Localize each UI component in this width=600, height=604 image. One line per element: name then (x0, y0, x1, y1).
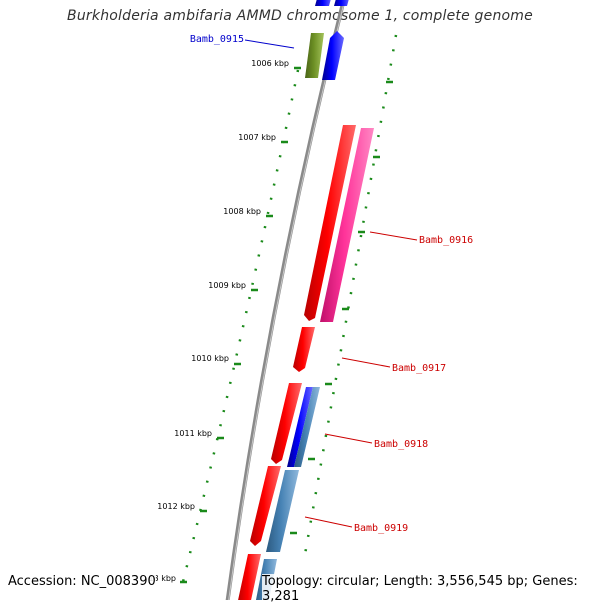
tick-label: 1007 kbp (238, 133, 276, 142)
gene-label-leaders (244, 39, 418, 528)
chromosome-backbone (225, 0, 346, 600)
gene-label-bamb-0915[interactable]: Bamb_0915 (190, 34, 244, 45)
cds-feature-blue-top[interactable] (315, 0, 332, 6)
map-title: Burkholderia ambifaria AMMD chromosome 1… (67, 8, 533, 24)
tick-label: 1011 kbp (174, 429, 212, 438)
tick-labels: 1006 kbp 1007 kbp 1008 kbp 1009 kbp 1010… (148, 59, 289, 583)
gene-labels: Bamb_0915 Bamb_0916 Bamb_0917 Bamb_0918 … (190, 34, 473, 534)
tick-label: 1012 kbp (157, 502, 195, 511)
cds-feature-red-0916[interactable] (304, 125, 356, 321)
cds-feature-blue[interactable] (322, 31, 344, 80)
topology-text: Topology: circular; Length: 3,556,545 bp… (262, 574, 600, 604)
cds-feature-red-0919[interactable] (250, 466, 281, 546)
cds-feature-red-bottom[interactable] (237, 554, 261, 600)
major-ticks-inner (290, 80, 393, 535)
cds-feature-olive[interactable] (305, 33, 324, 78)
tick-label: 13 kbp (148, 574, 176, 583)
cds-feature-blue-top-2[interactable] (334, 0, 350, 6)
tick-label: 1009 kbp (208, 281, 246, 290)
tick-label: 1010 kbp (191, 354, 229, 363)
cds-feature-red-0917[interactable] (293, 327, 315, 372)
gene-label-bamb-0919[interactable]: Bamb_0919 (354, 523, 408, 534)
chromosome-backbone-highlight (228, 0, 346, 600)
tick-track-inner (302, 34, 398, 561)
tick-label: 1006 kbp (251, 59, 289, 68)
accession-text: Accession: NC_008390 (8, 574, 156, 589)
cds-feature-pink-0916[interactable] (320, 128, 374, 322)
gene-label-bamb-0917[interactable]: Bamb_0917 (392, 363, 446, 374)
gene-label-bamb-0918[interactable]: Bamb_0918 (374, 439, 428, 450)
gene-label-bamb-0916[interactable]: Bamb_0916 (419, 235, 473, 246)
cds-feature-red-0918[interactable] (271, 383, 302, 464)
cds-feature-blue-0918[interactable] (287, 387, 313, 467)
cds-feature-steel-0919[interactable] (266, 470, 299, 552)
gene-features (237, 0, 374, 600)
cds-feature-steel-0918[interactable] (294, 387, 320, 467)
tick-label: 1008 kbp (223, 207, 261, 216)
major-ticks-outer (180, 66, 301, 584)
